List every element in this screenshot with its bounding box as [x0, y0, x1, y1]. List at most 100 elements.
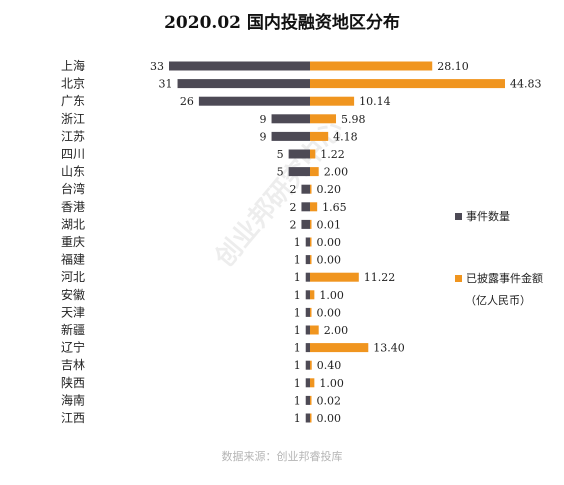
data-label-count: 9	[260, 113, 267, 126]
data-label-amount: 0.00	[317, 236, 342, 249]
data-label-amount: 1.00	[319, 377, 344, 390]
category-label: 吉林	[61, 358, 85, 372]
data-label-count: 1	[294, 394, 301, 407]
bar-amount	[310, 131, 329, 141]
category-label: 广东	[61, 94, 85, 108]
data-label-amount: 0.00	[317, 412, 342, 425]
bar-count	[169, 61, 310, 71]
bar-count	[305, 237, 310, 247]
data-label-count: 5	[277, 166, 284, 179]
data-label-count: 33	[150, 60, 164, 73]
data-label-count: 1	[294, 306, 301, 319]
data-label-amount: 1.65	[322, 201, 347, 214]
bar-count	[288, 167, 310, 177]
bar-amount	[310, 237, 312, 247]
category-label: 江西	[61, 411, 85, 425]
legend-item-count: 事件数量	[455, 208, 510, 224]
bar-amount	[310, 307, 312, 317]
bar-amount	[310, 413, 312, 423]
bar-count	[288, 149, 310, 159]
data-label-count: 1	[294, 236, 301, 249]
data-label-amount: 0.01	[317, 218, 342, 231]
legend-swatch-amount	[455, 275, 462, 282]
bar-count	[305, 272, 310, 282]
bar-count	[177, 79, 310, 89]
bar-amount	[310, 114, 337, 124]
data-label-count: 1	[294, 342, 301, 355]
bar-count	[301, 184, 310, 194]
data-label-amount: 11.22	[364, 271, 396, 284]
data-label-count: 1	[294, 412, 301, 425]
data-label-count: 31	[159, 78, 173, 91]
data-label-count: 1	[294, 377, 301, 390]
category-label: 河北	[61, 270, 85, 284]
bar-amount	[310, 378, 315, 388]
bar-amount	[310, 290, 315, 300]
data-label-amount: 28.10	[437, 60, 469, 73]
bar-count	[301, 219, 310, 229]
bar-amount	[310, 167, 319, 177]
bar-amount	[310, 325, 319, 335]
data-label-amount: 0.20	[317, 183, 342, 196]
data-label-amount: 2.00	[324, 166, 349, 179]
data-label-amount: 10.14	[359, 95, 391, 108]
data-label-count: 1	[294, 289, 301, 302]
data-label-amount: 0.02	[317, 394, 342, 407]
category-label: 陕西	[61, 375, 85, 390]
bar-amount	[310, 395, 312, 405]
bar-amount	[310, 343, 369, 353]
category-label: 四川	[61, 147, 85, 161]
legend-label-count: 事件数量	[466, 210, 510, 223]
bar-amount	[310, 184, 312, 194]
bar-count	[271, 131, 310, 141]
data-label-count: 1	[294, 359, 301, 372]
data-label-count: 1	[294, 324, 301, 337]
bar-amount	[310, 219, 312, 229]
bar-count	[305, 413, 310, 423]
bar-count	[198, 96, 310, 106]
category-label: 台湾	[61, 181, 85, 196]
data-label-count: 26	[180, 95, 194, 108]
bar-count	[301, 202, 310, 212]
bar-count	[305, 395, 310, 405]
bar-amount	[310, 255, 312, 265]
data-label-amount: 4.18	[333, 130, 358, 143]
category-label: 海南	[61, 392, 85, 407]
bar-amount	[310, 79, 505, 89]
data-label-count: 1	[294, 254, 301, 267]
category-label: 天津	[61, 305, 85, 319]
category-label: 香港	[61, 200, 85, 214]
category-label: 安徽	[61, 287, 85, 302]
data-label-amount: 0.00	[317, 254, 342, 267]
data-label-count: 2	[289, 218, 296, 231]
bar-amount	[310, 149, 316, 159]
category-label: 湖北	[61, 216, 85, 231]
bar-count	[305, 255, 310, 265]
bar-amount	[310, 96, 355, 106]
category-label: 山东	[61, 165, 85, 179]
bar-count	[305, 360, 310, 370]
category-label: 江苏	[61, 129, 85, 143]
legend-label-amount: 已披露事件金额	[466, 272, 543, 285]
data-label-count: 9	[260, 130, 267, 143]
bar-count	[305, 325, 310, 335]
data-label-amount: 0.40	[317, 359, 342, 372]
bar-count	[305, 290, 310, 300]
data-label-count: 5	[277, 148, 284, 161]
category-label: 辽宁	[61, 340, 85, 355]
data-label-amount: 2.00	[324, 324, 349, 337]
bar-amount	[310, 360, 312, 370]
legend-unit-label: （亿人民币）	[465, 294, 531, 307]
category-label: 北京	[61, 77, 85, 91]
data-label-amount: 5.98	[341, 113, 366, 126]
bar-count	[305, 378, 310, 388]
bar-amount	[310, 61, 433, 71]
bar-amount	[310, 272, 359, 282]
data-label-amount: 44.83	[510, 78, 542, 91]
data-label-amount: 13.40	[373, 342, 405, 355]
bar-amount	[310, 202, 318, 212]
chart-title: 2020.02 国内投融资地区分布	[164, 13, 400, 33]
data-label-amount: 1.00	[319, 289, 344, 302]
